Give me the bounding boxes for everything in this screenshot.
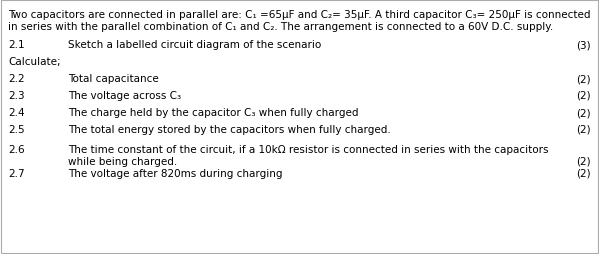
Text: (2): (2) [576, 124, 591, 134]
Text: 2.7: 2.7 [8, 168, 25, 178]
Text: 2.2: 2.2 [8, 74, 25, 84]
Text: (2): (2) [576, 74, 591, 84]
Text: 2.1: 2.1 [8, 40, 25, 50]
Text: The voltage after 820ms during charging: The voltage after 820ms during charging [68, 168, 283, 178]
Text: 2.5: 2.5 [8, 124, 25, 134]
Text: (2): (2) [576, 108, 591, 118]
Text: (3): (3) [576, 40, 591, 50]
Text: The charge held by the capacitor C₃ when fully charged: The charge held by the capacitor C₃ when… [68, 108, 358, 118]
Text: The voltage across C₃: The voltage across C₃ [68, 91, 181, 101]
Text: Two capacitors are connected in parallel are: C₁ =65μF and C₂= 35μF. A third cap: Two capacitors are connected in parallel… [8, 10, 591, 20]
Text: 2.3: 2.3 [8, 91, 25, 101]
Text: Total capacitance: Total capacitance [68, 74, 159, 84]
Text: (2): (2) [576, 168, 591, 178]
Text: The total energy stored by the capacitors when fully charged.: The total energy stored by the capacitor… [68, 124, 391, 134]
Text: 2.6: 2.6 [8, 145, 25, 154]
Text: Calculate;: Calculate; [8, 57, 60, 67]
Text: while being charged.: while being charged. [68, 156, 177, 166]
Text: (2): (2) [576, 156, 591, 166]
Text: (2): (2) [576, 91, 591, 101]
Text: Sketch a labelled circuit diagram of the scenario: Sketch a labelled circuit diagram of the… [68, 40, 321, 50]
Text: 2.4: 2.4 [8, 108, 25, 118]
Text: The time constant of the circuit, if a 10kΩ resistor is connected in series with: The time constant of the circuit, if a 1… [68, 145, 549, 154]
Text: in series with the parallel combination of C₁ and C₂. The arrangement is connect: in series with the parallel combination … [8, 22, 553, 32]
